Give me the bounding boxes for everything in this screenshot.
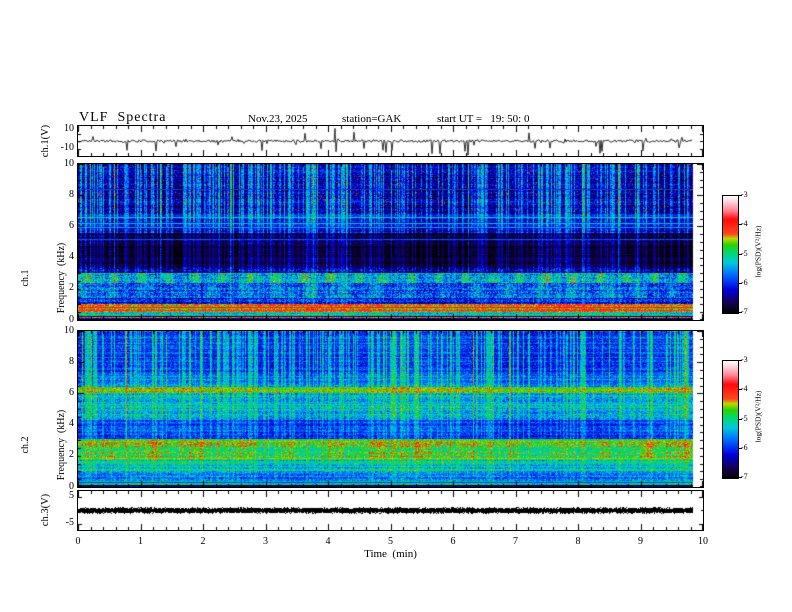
ch1-channel-label: ch.1	[20, 269, 31, 287]
colorbar-tick-label: -5	[741, 413, 748, 423]
colorbar-tick-mark	[738, 389, 742, 391]
colorbar-tick-label: -7	[741, 307, 748, 316]
ch1-waveform-canvas	[77, 125, 704, 157]
y-tick-label: 6	[69, 219, 74, 231]
colorbar-tick-mark	[738, 477, 742, 478]
plot-title: VLF Spectra	[79, 110, 167, 125]
x-tick-label: 5	[388, 536, 393, 547]
y-tick-label: 8	[69, 188, 74, 200]
ch2-channel-label: ch.2	[20, 436, 31, 454]
x-tick-label: 0	[75, 536, 81, 547]
x-tick-label: 2	[200, 536, 206, 547]
colorbar-tick-mark	[738, 447, 742, 449]
y-tick-label: 2	[69, 282, 74, 294]
x-tick-label: 9	[638, 536, 643, 547]
colorbar-tick-mark	[738, 224, 742, 226]
colorbar-tick-label: -7	[741, 472, 748, 481]
plot-station: station=GAK	[342, 113, 402, 125]
x-axis-title: Time (min)	[364, 548, 417, 560]
colorbar-tick-label: -4	[741, 219, 748, 229]
colorbar-tick-mark	[738, 418, 742, 420]
y-tick-label: 5	[69, 489, 74, 501]
colorbar-tick-label: -6	[741, 277, 748, 287]
y-tick-label: 0	[69, 480, 74, 492]
plot-date: Nov.23, 2025	[248, 113, 308, 125]
x-tick-label: 6	[450, 536, 456, 547]
y-tick-label: 10	[64, 123, 74, 135]
colorbar-tick-mark	[738, 195, 742, 196]
x-tick-label: 7	[513, 536, 518, 547]
y-tick-label: 6	[69, 386, 74, 398]
ch2-spectrogram-canvas	[77, 330, 704, 488]
colorbar-ch2	[722, 360, 739, 479]
ch1-spectrogram-canvas	[77, 163, 704, 321]
colorbar-tick-mark	[738, 360, 742, 361]
colorbar-tick-label: -6	[741, 442, 748, 452]
colorbar-tick-mark	[738, 253, 742, 255]
colorbar-ch1	[722, 195, 739, 314]
y-tick-label: 8	[69, 355, 74, 367]
y-tick-label: 2	[69, 449, 74, 461]
y-tick-label: 10	[64, 324, 74, 336]
x-tick-label: 4	[325, 536, 331, 547]
x-tick-label: 3	[263, 536, 268, 547]
y-tick-label: 10	[64, 157, 74, 169]
ch3-waveform-canvas	[77, 490, 704, 531]
x-tick-label: 1	[138, 536, 143, 547]
x-tick-label: 10	[698, 536, 708, 547]
y-tick-label: 0	[69, 313, 74, 325]
colorbar-tick-mark	[738, 312, 742, 313]
x-tick-label: 8	[575, 536, 581, 547]
colorbar-tick-label: -4	[741, 384, 748, 394]
colorbar-tick-label: -5	[741, 248, 748, 258]
plot-start-ut: start UT = 19: 50: 0	[437, 113, 530, 125]
colorbar-tick-label: -3	[741, 190, 748, 199]
colorbar-tick-label: -3	[741, 355, 748, 364]
colorbar-ch2-label: log(PSD)(V²/Hz)	[753, 390, 763, 443]
colorbar-tick-mark	[738, 282, 742, 284]
colorbar-ch1-label: log(PSD)(V²/Hz)	[753, 225, 763, 278]
y-tick-label: -10	[60, 142, 74, 153]
y-tick-label: 4	[69, 418, 74, 430]
y-tick-label: -5	[65, 517, 74, 529]
y-tick-label: 4	[69, 251, 74, 263]
